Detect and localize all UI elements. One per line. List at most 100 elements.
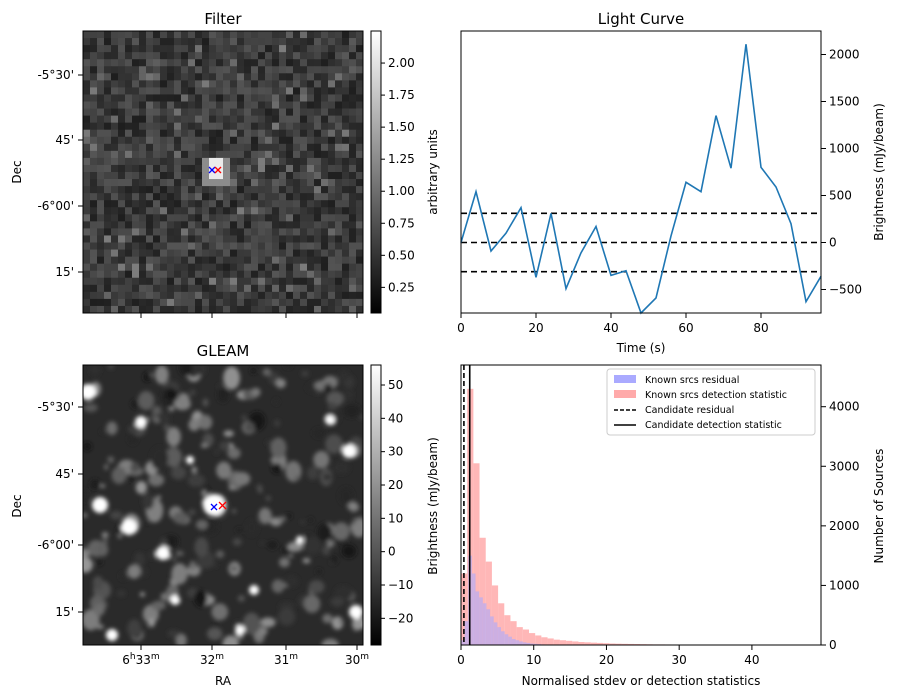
lightcurve-frame	[460, 30, 822, 314]
residual-bar	[511, 639, 516, 645]
legend-patch-residual	[614, 375, 636, 383]
filter-ylabel: Dec	[10, 160, 24, 183]
histogram-plot: 0 10 20 30 40 0 1000 2000 3000 4000	[457, 365, 860, 667]
colorbar-tick-label: 0.25	[388, 280, 415, 294]
legend-patch-detection	[614, 390, 636, 398]
histogram-frame	[460, 364, 822, 646]
gleam-red-cross-marker	[218, 501, 227, 510]
residual-bar	[475, 591, 480, 645]
lightcurve-plot: 0 20 40 60 80 −500 0 500 1000 1500 2000	[457, 44, 862, 335]
detection-bar	[498, 603, 505, 645]
xtick-label: 40	[603, 321, 618, 335]
gleam-colorbar	[370, 364, 382, 646]
lightcurve-line	[460, 44, 822, 315]
residual-bar	[522, 642, 527, 645]
residual-bar	[486, 609, 491, 645]
colorbar-tick-label: 1.25	[388, 152, 415, 166]
colorbar-tick-label: 0.75	[388, 216, 415, 230]
xtick-label: 40	[744, 653, 759, 667]
ytick-label: 2000	[829, 519, 860, 533]
gleam-blue-cross-marker	[210, 503, 218, 511]
detection-bar	[559, 640, 567, 645]
residual-bar	[508, 636, 512, 645]
colorbar-tick-label: 30	[388, 445, 403, 459]
colorbar-tick-label: −20	[388, 611, 413, 625]
xtick-label: 6h33m	[122, 652, 159, 667]
ytick-label: -6°00'	[37, 538, 74, 552]
gleam-y-axis: -5°30' 45' -6°00' 15'	[37, 400, 83, 619]
xtick-label: 80	[753, 321, 768, 335]
ytick-label: 1000	[829, 578, 860, 592]
xtick-label: 30m	[345, 652, 369, 667]
lightcurve-xlabel: Time (s)	[616, 341, 666, 355]
filter-source-markers	[208, 166, 222, 174]
residual-bar	[490, 616, 494, 645]
legend-label-candidate-residual: Candidate residual	[645, 405, 734, 416]
colorbar-tick-label: 1.00	[388, 184, 415, 198]
xtick-label: 0	[457, 653, 465, 667]
colorbar-tick-label: 40	[388, 411, 403, 425]
detection-bar	[516, 627, 523, 645]
ytick-label: −500	[829, 283, 862, 297]
ytick-label: 1000	[829, 142, 860, 156]
detection-bar	[566, 640, 573, 645]
ytick-label: 0	[829, 638, 837, 652]
histogram-legend: Known srcs residual Known srcs detection…	[606, 368, 816, 436]
colorbar-tick-label: −10	[388, 578, 413, 592]
xtick-label: 20	[528, 321, 543, 335]
gleam-x-axis: 6h33m 32m 31m 30m	[122, 313, 369, 667]
detection-bar	[535, 635, 542, 645]
filter-y-axis: -5°30' 45' -6°00' 15'	[37, 68, 83, 279]
residual-bar	[479, 597, 483, 645]
lightcurve-title: Light Curve	[598, 10, 684, 28]
colorbar-tick-label: 50	[388, 378, 403, 392]
ytick-label: 0	[829, 236, 837, 250]
xtick-label: 20	[599, 653, 614, 667]
detection-bar	[473, 463, 480, 645]
colorbar-tick-label: 2.00	[388, 56, 415, 70]
detection-bar	[504, 615, 511, 645]
xtick-label: 0	[457, 321, 465, 335]
detection-bar	[491, 585, 499, 645]
ytick-label: -6°00'	[37, 199, 74, 213]
ytick-label: -5°30'	[37, 400, 74, 414]
colorbar-tick-label: 1.75	[388, 88, 415, 102]
detection-bar	[485, 561, 492, 645]
detection-bar	[578, 642, 585, 645]
legend-label-residual: Known srcs residual	[645, 375, 739, 386]
gleam-colorbar-label: Brightness (mJy/beam)	[426, 437, 440, 575]
detection-bar	[615, 643, 622, 645]
colorbar-tick-label: 0	[388, 545, 396, 559]
detection-bar	[572, 641, 579, 645]
filter-colorbar-label: arbitrary units	[426, 129, 440, 215]
detection-bar	[553, 639, 560, 645]
colorbar-tick-label: 1.50	[388, 120, 415, 134]
filter-image	[83, 31, 364, 314]
detection-bar	[510, 621, 517, 645]
residual-bar	[497, 627, 501, 645]
detection-bar	[590, 642, 597, 645]
xtick-label: 32m	[200, 652, 224, 667]
ytick-label: 45'	[55, 133, 74, 147]
gleam-title: GLEAM	[197, 342, 250, 360]
legend-label-candidate-detection: Candidate detection statistic	[645, 420, 782, 431]
xtick-label: 60	[678, 321, 693, 335]
xtick-label: 31m	[274, 652, 298, 667]
ytick-label: 3000	[829, 459, 860, 473]
ytick-label: -5°30'	[37, 68, 74, 82]
detection-bar	[529, 633, 536, 645]
residual-bar	[504, 634, 509, 645]
filter-colorbar	[370, 30, 382, 314]
filter-blue-cross-marker	[208, 166, 216, 174]
detection-bar	[597, 642, 604, 645]
residual-bar	[482, 603, 487, 645]
detection-bar	[621, 643, 628, 645]
ytick-label: 15'	[55, 605, 74, 619]
gleam-ylabel: Dec	[10, 494, 24, 517]
ytick-label: 500	[829, 189, 852, 203]
filter-colorbar-ticks: 0.25 0.50 0.75 1.00 1.25 1.50 1.75 2.00	[381, 56, 415, 294]
filter-red-cross-marker	[214, 166, 222, 174]
gleam-colorbar-ticks: −20 −10 0 10 20 30 40 50	[381, 378, 413, 625]
ytick-label: 2000	[829, 48, 860, 62]
